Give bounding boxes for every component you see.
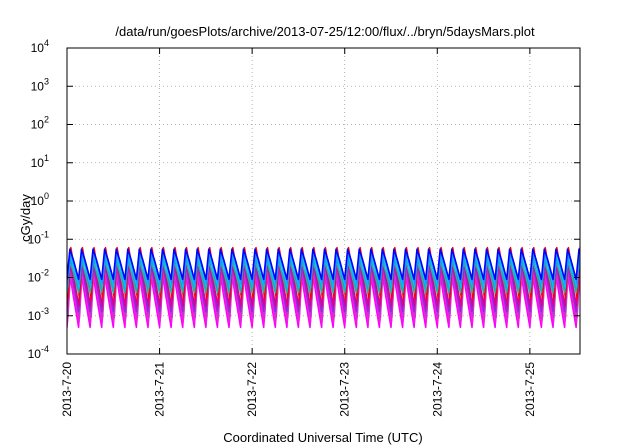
x-tick-label: 2013-7-23 <box>338 362 352 417</box>
y-tick-base: 10 <box>31 194 45 208</box>
x-tick-label: 2013-7-25 <box>523 362 537 417</box>
x-tick-label: 2013-7-21 <box>153 362 167 417</box>
x-tick-label: 2013-7-22 <box>245 362 259 417</box>
y-tick-exponent: 0 <box>44 191 49 201</box>
y-tick-label: 102 <box>31 115 49 132</box>
y-tick-base: 10 <box>28 232 42 246</box>
y-tick-label: 103 <box>31 76 49 93</box>
y-tick-label: 10-2 <box>28 268 49 285</box>
y-tick-exponent: -4 <box>41 344 49 354</box>
chart-title: /data/run/goesPlots/archive/2013-07-25/1… <box>115 24 535 39</box>
y-tick-exponent: -3 <box>41 306 49 316</box>
y-tick-label: 10-3 <box>28 306 49 323</box>
x-axis-title: Coordinated Universal Time (UTC) <box>223 430 422 445</box>
y-tick-exponent: -2 <box>41 268 49 278</box>
y-tick-exponent: 3 <box>44 76 49 86</box>
y-tick-base: 10 <box>31 156 45 170</box>
y-axis-title: cGy/day <box>18 194 33 242</box>
series-group <box>67 246 580 329</box>
y-tick-label: 10-4 <box>28 344 49 361</box>
y-tick-exponent: 1 <box>44 153 49 163</box>
y-tick-base: 10 <box>28 309 42 323</box>
y-tick-base: 10 <box>28 271 42 285</box>
y-tick-label: 100 <box>31 191 49 208</box>
y-tick-base: 10 <box>31 118 45 132</box>
x-tick-label: 2013-7-20 <box>60 362 74 417</box>
y-tick-exponent: 4 <box>44 38 49 48</box>
y-tick-exponent: -1 <box>41 229 49 239</box>
y-tick-label: 101 <box>31 153 49 170</box>
y-tick-base: 10 <box>28 347 42 361</box>
y-tick-base: 10 <box>31 41 45 55</box>
y-tick-label: 10-1 <box>28 229 49 246</box>
y-tick-label: 104 <box>31 38 49 55</box>
y-tick-exponent: 2 <box>44 115 49 125</box>
x-tick-label: 2013-7-24 <box>430 362 444 417</box>
x-axis: 2013-7-20 2013-7-21 2013-7-22 2013-7-23 2013… <box>60 48 537 417</box>
series-line <box>67 248 580 281</box>
y-tick-base: 10 <box>31 79 45 93</box>
